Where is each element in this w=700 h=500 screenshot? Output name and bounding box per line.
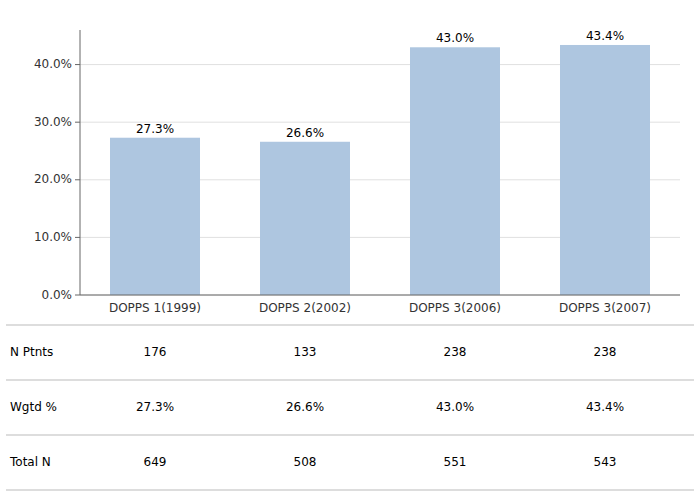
data-label: 26.6% — [286, 126, 324, 140]
bar — [560, 45, 650, 295]
table: N Ptnts 176 133 238 238 Wgtd % 27.3% 26.6% 43.0%… — [6, 325, 694, 490]
bar — [260, 142, 350, 295]
table-cell: 238 — [444, 345, 467, 359]
data-label: 27.3% — [136, 122, 174, 136]
category-label: DOPPS 1(1999) — [109, 301, 201, 315]
tick-mark — [75, 179, 80, 180]
table-cell: 238 — [594, 345, 617, 359]
tick-label: 40.0% — [34, 57, 72, 71]
table-cell: 176 — [144, 345, 167, 359]
y-axis: 0.0% 10.0% 20.0% 30.0% 40.0% — [34, 57, 80, 301]
table-cell: 649 — [144, 455, 167, 469]
table-cell: 27.3% — [136, 400, 174, 414]
table-rule — [6, 490, 694, 491]
tick-mark — [75, 295, 80, 296]
tick-mark — [75, 64, 80, 65]
table-row-label: Total N — [9, 455, 51, 469]
bars — [110, 45, 650, 295]
category-label: DOPPS 3(2007) — [559, 301, 651, 315]
bar — [110, 138, 200, 295]
table-rule — [6, 380, 694, 381]
data-labels: 27.3% 26.6% 43.0% 43.4% — [136, 29, 624, 140]
data-label: 43.4% — [586, 29, 624, 43]
tick-label: 10.0% — [34, 230, 72, 244]
tick-label: 0.0% — [42, 288, 73, 302]
category-label: DOPPS 2(2002) — [259, 301, 351, 315]
table-cell: 43.4% — [586, 400, 624, 414]
table-cell: 551 — [444, 455, 467, 469]
table-cell: 508 — [294, 455, 317, 469]
table-cell: 133 — [294, 345, 317, 359]
y-axis-line — [80, 30, 81, 295]
tick-label: 20.0% — [34, 172, 72, 186]
tick-mark — [75, 122, 80, 123]
table-cell: 26.6% — [286, 400, 324, 414]
x-axis: DOPPS 1(1999) DOPPS 2(2002) DOPPS 3(2006) D… — [109, 301, 651, 315]
table-rule — [6, 325, 694, 326]
tick-label: 30.0% — [34, 115, 72, 129]
table-cell: 43.0% — [436, 400, 474, 414]
tick-mark — [75, 237, 80, 238]
grid-line — [80, 295, 680, 296]
chart: 0.0% 10.0% 20.0% 30.0% 40.0% 27.3% 26.6% 43.0% 4… — [0, 0, 700, 500]
table-row-label: Wgtd % — [10, 400, 57, 414]
table-row-label: N Ptnts — [10, 345, 53, 359]
bar — [410, 47, 500, 295]
table-cell: 543 — [594, 455, 617, 469]
data-label: 43.0% — [436, 31, 474, 45]
table-rule — [6, 435, 694, 436]
x-axis-line — [80, 295, 680, 296]
category-label: DOPPS 3(2006) — [409, 301, 501, 315]
